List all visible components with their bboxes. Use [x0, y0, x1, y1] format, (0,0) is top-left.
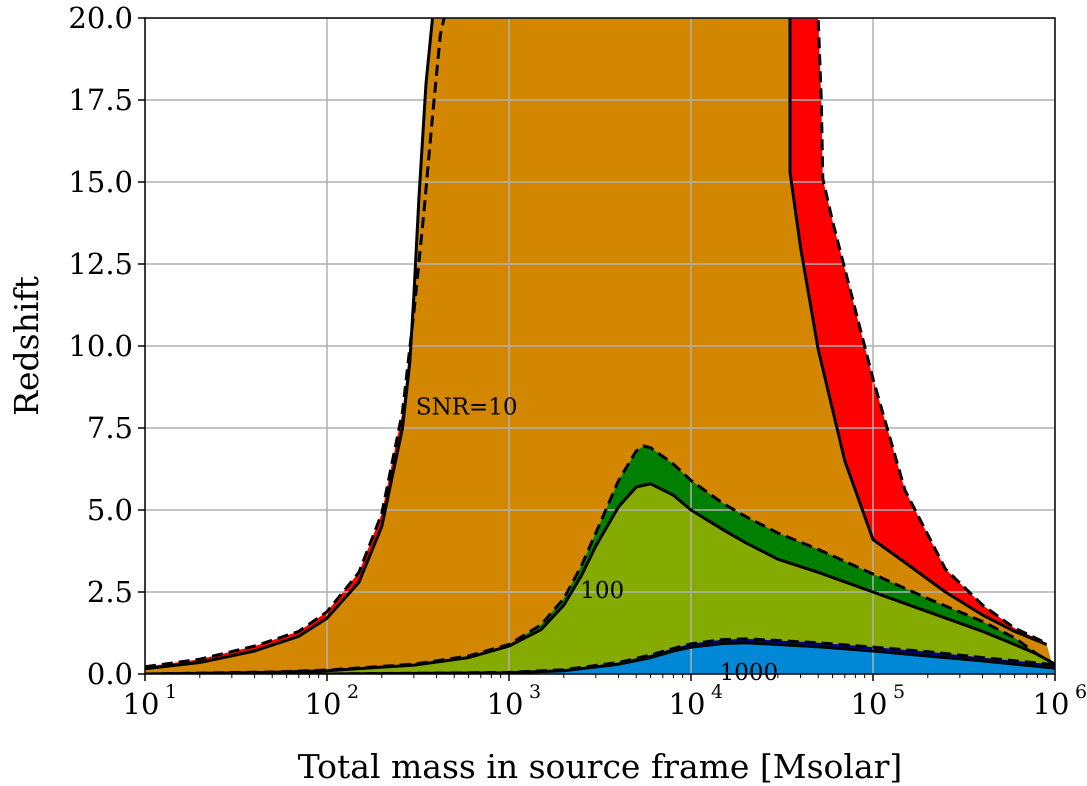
- x-tick-exponent: 2: [347, 681, 359, 703]
- contour-label: 100: [580, 578, 624, 604]
- contour-label: SNR=10: [416, 394, 518, 420]
- snr10-outer-left-line: [145, 18, 446, 669]
- y-tick-label: 7.5: [87, 411, 133, 445]
- x-tick-exponent: 5: [893, 681, 905, 703]
- y-axis-label: Redshift: [7, 276, 46, 416]
- y-axis-ticks: 0.0 2.5 5.0 7.5 10.0 12.5 15.0 17.5 20.0: [68, 1, 145, 691]
- contour-label: 1000: [720, 660, 779, 686]
- y-tick-label: 15.0: [68, 165, 133, 199]
- snr100-outer-line: [145, 444, 1055, 674]
- grid-lines: [145, 18, 1055, 674]
- x-tick-label: 10: [305, 687, 342, 721]
- contour-lines: [145, 18, 1055, 674]
- x-tick-exponent: 1: [165, 681, 177, 703]
- snr100-inner-line: [145, 482, 1055, 674]
- snr1000-inner-line: [145, 641, 1055, 674]
- x-tick-exponent: 4: [711, 681, 723, 703]
- x-tick-label: 10: [669, 687, 706, 721]
- x-axis-ticks: 10 1 10 2 10 3 10 4 10 5 10 6: [123, 674, 1087, 721]
- x-tick-label: 10: [487, 687, 524, 721]
- x-axis-label: Total mass in source frame [Msolar]: [298, 747, 903, 786]
- snr10-outer-right-line: [816, 18, 1043, 643]
- x-tick-exponent: 3: [529, 681, 541, 703]
- x-tick-label: 10: [1033, 687, 1070, 721]
- x-tick-exponent: 6: [1075, 681, 1087, 703]
- snr10-inner-right-line: [788, 18, 1048, 646]
- y-tick-label: 17.5: [68, 83, 133, 117]
- contour-labels: SNR=10 100 1000: [416, 394, 778, 686]
- y-tick-label: 5.0: [87, 493, 133, 527]
- snr1000-inner-region: [145, 642, 1055, 674]
- y-tick-label: 0.0: [87, 657, 133, 691]
- y-tick-label: 20.0: [68, 1, 133, 35]
- snr100-inner-region: [145, 483, 1055, 674]
- x-tick-label: 10: [851, 687, 888, 721]
- x-tick-label: 10: [123, 687, 160, 721]
- snr10-inner-left-line: [145, 18, 434, 671]
- y-tick-label: 12.5: [68, 247, 133, 281]
- y-tick-label: 10.0: [68, 329, 133, 363]
- y-tick-label: 2.5: [87, 575, 133, 609]
